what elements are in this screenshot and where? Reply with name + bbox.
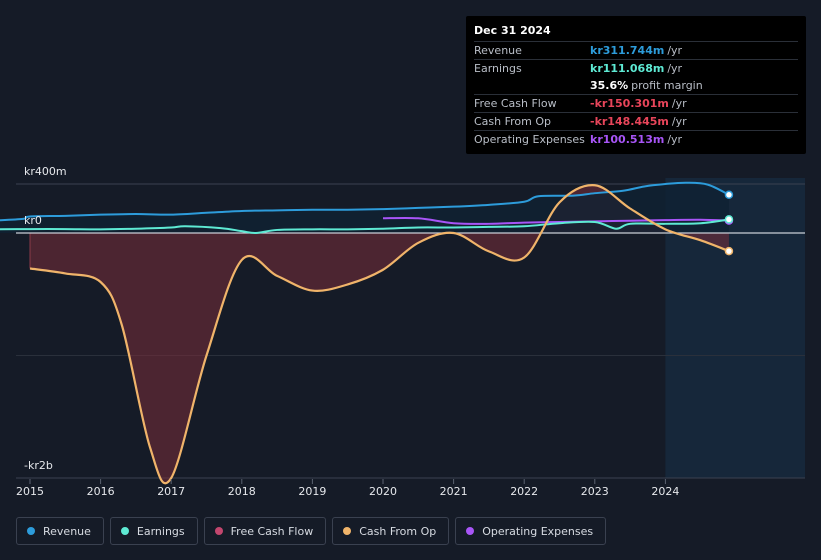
operating-expenses-line [382,216,729,225]
x-tick-label: 2024 [651,485,679,498]
x-tick-label: 2022 [510,485,538,498]
legend-label: Revenue [43,524,91,538]
legend-label: Free Cash Flow [230,524,314,538]
tooltip-row-unit: /yr [671,97,687,110]
x-tick-label: 2017 [157,485,185,498]
legend-dot-icon [27,527,35,535]
cash-from-op-line [29,184,730,485]
tooltip-row-unit: /yr [667,44,683,57]
x-tick-label: 2015 [16,485,44,498]
tooltip-row: Operating Expenses kr100.513m/yr [474,130,798,148]
legend-item-revenue[interactable]: Revenue [16,517,104,545]
x-tick-label: 2019 [298,485,326,498]
tooltip-row: Earnings kr111.068m/yr [474,59,798,77]
legend-dot-icon [120,527,129,535]
x-tick-label: 2021 [440,485,468,498]
tooltip-row-value: kr111.068m [590,62,665,75]
legend-item-earnings[interactable]: Earnings [109,517,198,545]
legend-dot-icon [343,527,352,535]
tooltip-row-label: Free Cash Flow [474,97,557,110]
legend-label: Earnings [136,524,185,538]
x-tick-label: 2020 [369,485,397,498]
tooltip-row: Free Cash Flow -kr150.301m/yr [474,94,798,112]
tooltip-row-unit: /yr [667,62,683,75]
x-tick-label: 2018 [228,485,256,498]
tooltip-row-value: kr100.513m [590,133,665,146]
legend-item-operating-expenses[interactable]: Operating Expenses [455,517,607,545]
legend-item-free-cash-flow[interactable]: Free Cash Flow [203,517,327,545]
legend: Revenue Earnings Free Cash Flow Cash From O… [16,517,607,547]
tooltip-row-label: Earnings [474,62,522,75]
legend-label: Cash From Op [359,524,437,538]
legend-label: Operating Expenses [482,524,594,538]
tooltip-row-value: -kr150.301m [590,97,669,110]
tooltip-row-unit: profit margin [631,79,703,92]
earnings-end-marker [724,215,734,224]
y-axis-label: kr0 [24,214,42,227]
tooltip-row-unit: /yr [671,115,687,128]
y-axis-label: kr400m [24,165,67,178]
tooltip-row: 35.6% profit margin [474,77,798,94]
x-tick-label: 2023 [581,485,609,498]
tooltip-row: Cash From Op -kr148.445m/yr [474,112,798,130]
revenue-line [0,181,730,222]
tooltip-row-label: Revenue [474,44,522,57]
cash-from-op-end-marker [724,246,734,256]
chart-area: kr400m kr0 -kr2b 2015 2016 2017 2018 2019 2020 2… [0,165,805,498]
tooltip-panel: Dec 31 2024 Revenue kr311.744m/yr Earnings… [466,16,806,154]
tooltip-row-value: 35.6% [590,79,629,92]
earnings-line [0,218,730,235]
legend-dot-icon [466,527,475,535]
tooltip-row-label [474,77,590,94]
tooltip-row-label: Cash From Op [474,115,552,128]
tooltip-row-unit: /yr [667,133,683,146]
legend-item-cash-from-op[interactable]: Cash From Op [332,517,450,545]
legend-dot-icon [214,527,223,535]
cash-from-op-area [30,185,729,484]
x-tick-label: 2016 [87,485,115,498]
revenue-end-marker [724,190,734,200]
y-axis-label: -kr2b [24,459,53,472]
tooltip-date: Dec 31 2024 [474,24,551,37]
tooltip-row-label: Operating Expenses [474,133,585,146]
tooltip-row-value: kr311.744m [590,44,665,57]
tooltip-row: Revenue kr311.744m/yr [474,41,798,59]
tooltip-row-value: -kr148.445m [590,115,669,128]
